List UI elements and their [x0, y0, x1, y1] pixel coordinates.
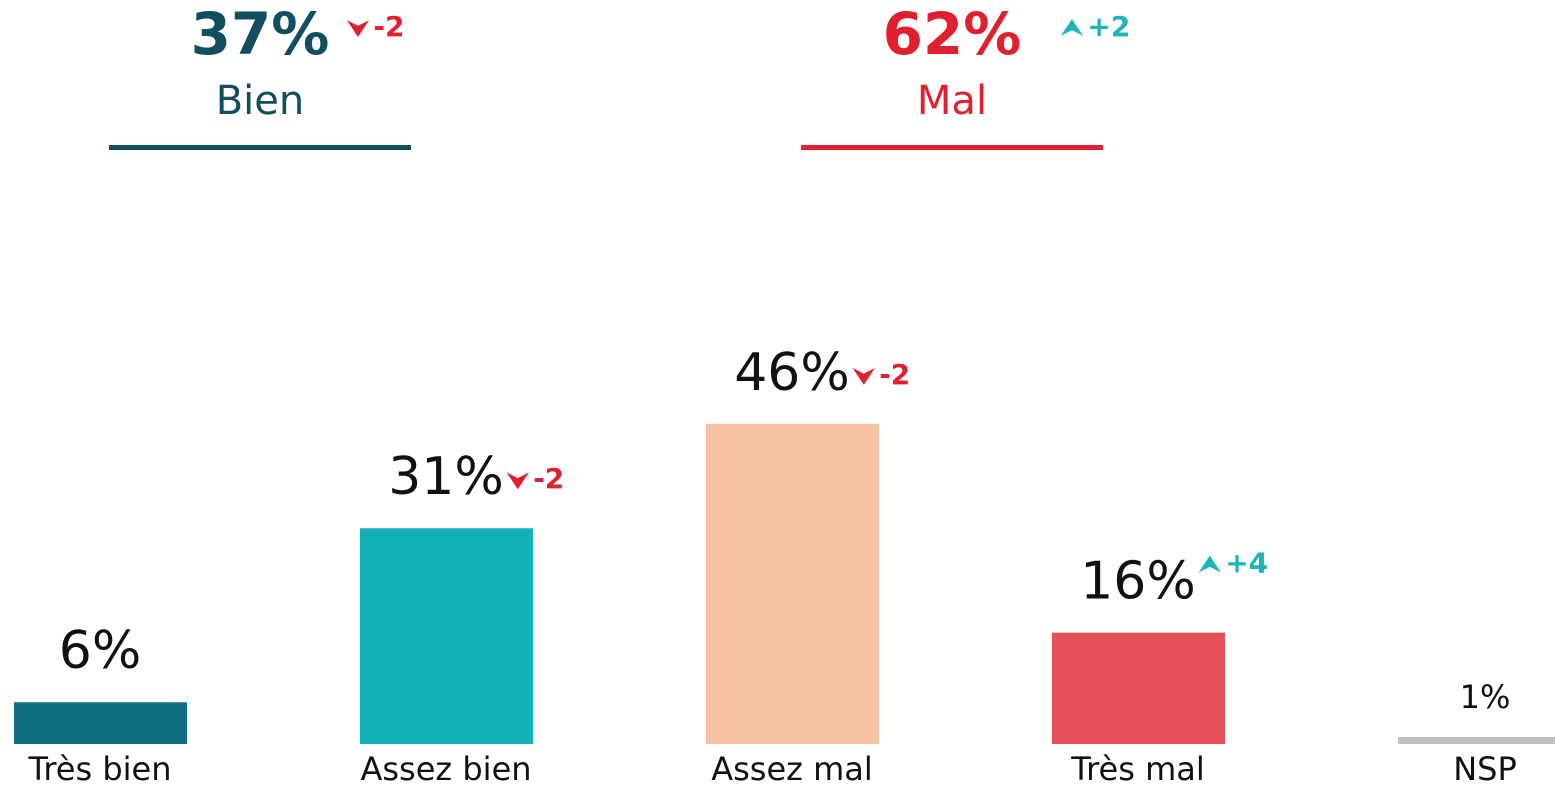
arrow-down — [852, 368, 875, 385]
arrow-up — [1198, 555, 1221, 573]
x-tick-label: NSP — [1453, 750, 1517, 788]
bar — [14, 702, 187, 744]
arrow-down — [346, 20, 370, 37]
bar — [360, 528, 533, 744]
summary-name: Bien — [216, 78, 305, 124]
x-tick-label: Très mal — [1070, 750, 1205, 788]
x-tick-label: Très bien — [28, 750, 172, 788]
summary-value: 37% — [191, 0, 330, 68]
x-tick-label: Assez mal — [711, 750, 873, 788]
arrow-up — [1060, 19, 1084, 36]
value-label: 31% — [388, 447, 504, 507]
bar — [1052, 632, 1225, 744]
summary-underline — [109, 145, 411, 150]
change-label: -2 — [879, 358, 910, 391]
change-label: -2 — [533, 462, 564, 495]
value-label: 6% — [59, 621, 142, 681]
value-label: 16% — [1080, 552, 1196, 612]
arrow-down — [506, 472, 529, 490]
change-label: +4 — [1225, 547, 1268, 580]
summary-name: Mal — [917, 78, 987, 124]
bar — [1398, 737, 1555, 744]
x-tick-label: Assez bien — [360, 750, 531, 788]
change-label: -2 — [373, 10, 404, 43]
value-label: 1% — [1460, 678, 1511, 716]
summary-underline — [801, 145, 1103, 150]
bar — [706, 423, 879, 744]
value-label: 46% — [734, 343, 850, 403]
summary-value: 62% — [883, 0, 1022, 68]
change-label: +2 — [1087, 10, 1130, 43]
